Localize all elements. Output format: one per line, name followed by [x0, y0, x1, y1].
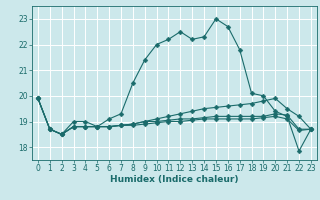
X-axis label: Humidex (Indice chaleur): Humidex (Indice chaleur) [110, 175, 239, 184]
